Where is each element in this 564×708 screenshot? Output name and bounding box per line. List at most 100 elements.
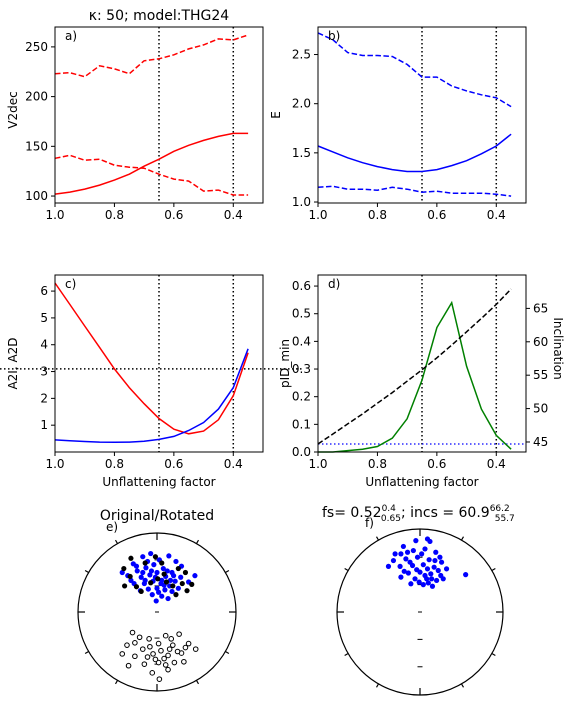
- point-e-original-lower-15: [171, 659, 178, 666]
- minor-tick-f-1: [491, 567, 496, 572]
- point-e-original-lower-13: [141, 661, 148, 667]
- series-line-c-1: [54, 348, 249, 444]
- point-e-rotated-30: [159, 593, 165, 599]
- point-f-unflattened-43: [437, 554, 443, 560]
- point-e-original-lower-17: [165, 666, 171, 673]
- point-f-unflattened-25: [420, 582, 426, 588]
- point-f-unflattened-35: [424, 566, 431, 572]
- series-line-b-0: [317, 133, 512, 173]
- x-tick-label-a-2: 0.6: [164, 208, 183, 222]
- point-f-unflattened-21: [398, 574, 404, 580]
- point-e-original-lower-26: [161, 655, 167, 662]
- minor-tick-f-3: [460, 683, 465, 688]
- point-e-original-lower-30: [144, 654, 151, 660]
- point-e-rotated-39: [164, 568, 170, 574]
- point-f-unflattened-4: [410, 547, 416, 554]
- point-e-rotated-38: [159, 577, 165, 584]
- point-e-original-lower-4: [124, 642, 130, 648]
- series-line-a-0: [54, 132, 249, 195]
- point-e-original-lower-23: [119, 651, 126, 657]
- point-f-unflattened-22: [412, 576, 418, 582]
- point-f-unflattened-12: [397, 563, 403, 569]
- y-tick-label-a-1: 150: [25, 139, 48, 153]
- title-part-f-3: ; incs = 60.9: [401, 505, 490, 521]
- point-f-unflattened-17: [405, 570, 411, 576]
- point-e-original-lower-32: [182, 644, 189, 651]
- point-e-original-upper-12: [155, 576, 161, 582]
- x-tick-label-d-2: 0.6: [427, 457, 446, 471]
- title-part-f-5: 55.7: [495, 514, 515, 524]
- point-e-original-upper-13: [163, 579, 170, 585]
- point-f-unflattened-7: [390, 557, 397, 564]
- y-axis-label-a: V2dec: [6, 91, 20, 128]
- series-line-c-0: [54, 282, 249, 435]
- point-f-unflattened-40: [440, 576, 446, 582]
- axes-frame-d: [317, 274, 527, 453]
- point-e-original-lower-1: [146, 636, 152, 642]
- point-e-original-lower-27: [174, 648, 181, 655]
- point-e-original-lower-18: [132, 640, 138, 646]
- minor-tick-e-6: [84, 569, 89, 574]
- point-e-original-upper-11: [148, 580, 154, 586]
- panel-a: 1.0 0.8 0.6 0.4 100 150 200 250 a) κ: 50; model:T…: [6, 8, 264, 222]
- point-e-original-upper-4: [175, 565, 181, 572]
- y-tick-label-d-2: 0.2: [292, 390, 311, 404]
- point-e-original-upper-9: [170, 583, 176, 589]
- point-f-unflattened-38: [401, 568, 407, 574]
- point-f-unflattened-19: [428, 571, 434, 577]
- point-e-original-upper-16: [127, 573, 133, 580]
- y-tick-label-b-1: 1.5: [292, 146, 311, 160]
- point-f-unflattened-31: [427, 538, 433, 545]
- y-axis-label-b: E: [269, 111, 283, 119]
- x-tick-label-c-2: 0.6: [164, 457, 183, 471]
- y-tick-label-d-0: 0.0: [292, 445, 311, 459]
- point-e-original-lower-9: [132, 653, 138, 660]
- title-part-f-2: 0.65: [381, 514, 401, 524]
- chart-title-f: fs= 0.520.4 0.65; incs = 60.966.2 55.7: [322, 504, 515, 524]
- y-tick-label-c-0: 1: [40, 418, 48, 432]
- minor-tick-f-5: [344, 652, 349, 657]
- y-tick-label-c-4: 5: [40, 311, 48, 325]
- point-e-rotated-15: [154, 569, 160, 576]
- chart-title-a: κ: 50; model:THG24: [89, 8, 230, 24]
- minor-tick-f-6: [344, 567, 349, 572]
- y-tick-label-c-5: 6: [40, 284, 48, 298]
- panel-label-b: b): [328, 29, 340, 43]
- point-e-rotated-13: [138, 574, 144, 580]
- point-f-unflattened-39: [422, 572, 428, 579]
- x-tick-label-c-3: 0.4: [224, 457, 243, 471]
- y-tick-label-a-0: 100: [25, 189, 48, 203]
- x-tick-label-b-2: 0.6: [427, 208, 446, 222]
- x-tick-label-b-1: 0.8: [368, 208, 387, 222]
- x-tick-label-c-1: 0.8: [105, 457, 124, 471]
- y-tick-label-a-2: 200: [25, 90, 48, 104]
- point-e-rotated-36: [133, 563, 140, 569]
- x-axis-label-c: Unflattening factor: [102, 475, 215, 489]
- panel-f: f)fs= 0.520.4 0.65; incs = 60.966.2 55.7: [322, 504, 515, 696]
- point-f-unflattened-15: [431, 564, 437, 570]
- y-tick-label-d-5: 0.5: [292, 307, 311, 321]
- x-tick-label-a-1: 0.8: [105, 208, 124, 222]
- x-tick-label-b-0: 1.0: [308, 208, 327, 222]
- minor-tick-e-2: [225, 650, 230, 655]
- panel-label-a: a): [65, 29, 77, 43]
- point-e-rotated-42: [142, 577, 148, 584]
- point-e-rotated-10: [160, 565, 166, 572]
- y-tick-label-b-2: 2.0: [292, 97, 311, 111]
- point-f-unflattened-8: [403, 556, 409, 562]
- point-e-rotated-29: [149, 592, 155, 598]
- y-tick-label-d-6: 0.6: [292, 279, 311, 293]
- point-e-original-lower-21: [136, 634, 143, 641]
- point-e-original-lower-11: [165, 652, 171, 659]
- y-tick-label-d-4: 0.4: [292, 334, 311, 348]
- y-right-tick-label-d-2: 55: [533, 368, 548, 382]
- series-line-b-2: [317, 185, 512, 197]
- panel-label-c: c): [65, 277, 76, 291]
- x-axis-label-d: Unflattening factor: [365, 475, 478, 489]
- y-right-axis-label-d: Inclination: [551, 317, 564, 379]
- y-axis-label-d: pID_min: [278, 339, 292, 388]
- minor-tick-f-2: [491, 652, 496, 657]
- point-f-unflattened-45: [429, 576, 435, 582]
- point-e-rotated-45: [192, 573, 198, 579]
